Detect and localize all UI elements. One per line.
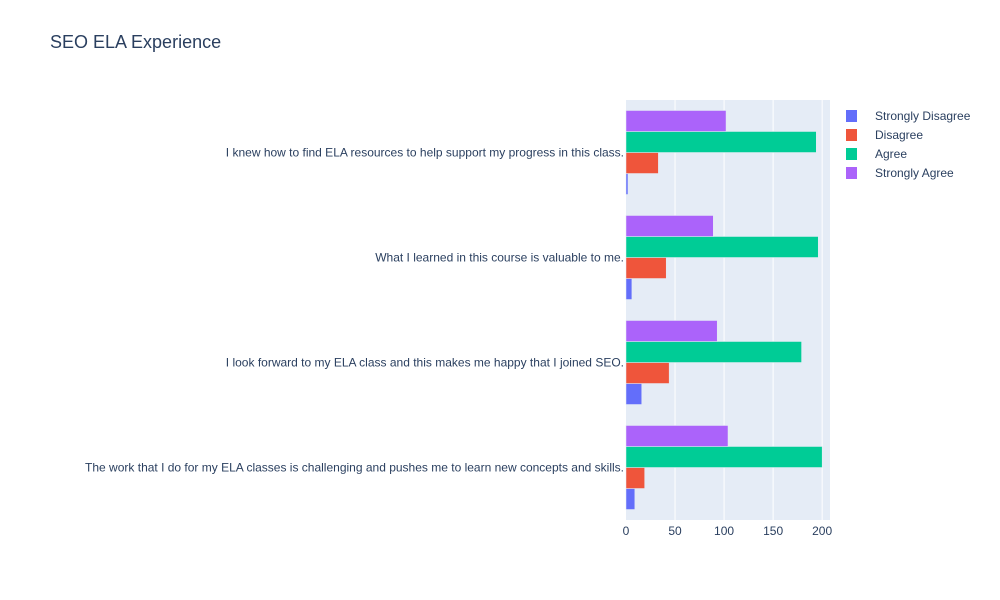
legend-label: Agree	[875, 146, 908, 161]
legend-item-disagree[interactable]: Disagree	[846, 125, 970, 144]
x-tick-label: 50	[668, 524, 682, 538]
legend-item-strongly-disagree[interactable]: Strongly Disagree	[846, 106, 970, 125]
legend-label: Strongly Disagree	[875, 108, 971, 123]
bar-strongly-disagree[interactable]	[625, 383, 642, 405]
bar-agree[interactable]	[625, 236, 819, 258]
bar-strongly-disagree[interactable]	[625, 173, 629, 195]
x-tick-label: 0	[623, 524, 630, 538]
y-category-label: What I learned in this course is valuabl…	[375, 251, 624, 265]
bars[interactable]	[625, 110, 823, 510]
legend-item-agree[interactable]: Agree	[846, 144, 970, 163]
bar-strongly-agree[interactable]	[625, 425, 729, 447]
bar-disagree[interactable]	[625, 152, 659, 174]
bar-strongly-agree[interactable]	[625, 110, 727, 132]
x-tick-label: 100	[714, 524, 734, 538]
y-category-label: I look forward to my ELA class and this …	[226, 356, 624, 370]
legend-swatch-agree	[846, 147, 857, 160]
bar-agree[interactable]	[625, 446, 823, 468]
bar-disagree[interactable]	[625, 362, 670, 384]
bar-disagree[interactable]	[625, 257, 667, 279]
bar-strongly-disagree[interactable]	[625, 488, 636, 510]
x-axis-ticks: 0 50 100 150 200	[623, 524, 833, 538]
x-tick-label: 200	[812, 524, 832, 538]
bar-agree[interactable]	[625, 341, 802, 363]
legend-item-strongly-agree[interactable]: Strongly Agree	[846, 163, 970, 182]
legend-label: Disagree	[875, 127, 924, 142]
bar-strongly-disagree[interactable]	[625, 278, 633, 300]
legend-swatch-strongly-agree	[846, 166, 857, 179]
y-axis-labels: I knew how to find ELA resources to help…	[85, 146, 624, 475]
legend-label: Strongly Agree	[875, 165, 954, 180]
bar-agree[interactable]	[625, 131, 817, 153]
y-category-label: I knew how to find ELA resources to help…	[226, 146, 624, 160]
legend-swatch-strongly-disagree	[846, 109, 857, 122]
y-category-label: The work that I do for my ELA classes is…	[85, 461, 624, 475]
x-tick-label: 150	[763, 524, 783, 538]
legend: Strongly Disagree Disagree Agree Strongl…	[846, 106, 970, 182]
bar-strongly-agree[interactable]	[625, 215, 714, 237]
legend-swatch-disagree	[846, 128, 857, 141]
bar-strongly-agree[interactable]	[625, 320, 718, 342]
bar-disagree[interactable]	[625, 467, 645, 489]
chart-title: SEO ELA Experience	[50, 32, 222, 52]
